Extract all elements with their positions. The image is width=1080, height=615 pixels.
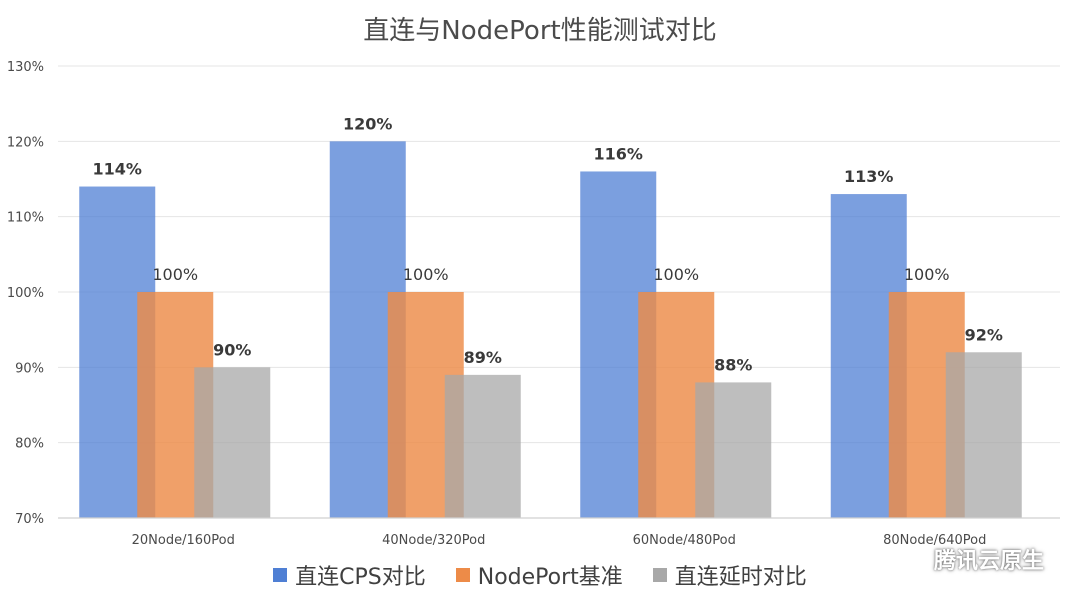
chart-title: 直连与NodePort性能测试对比 <box>363 16 717 46</box>
labels-layer: 114% 100% 90% 120% 100% 89% 116% 100% 88% 113% 100… <box>93 114 1003 374</box>
y-tick-label: 80% <box>15 437 44 452</box>
chart-legend: 直连CPS对比 NodePort基准 直连延时对比 <box>0 559 1080 591</box>
data-label-1-1: 100% <box>403 265 449 284</box>
legend-item-series-1: NodePort基准 <box>455 559 623 591</box>
legend-swatch-series-2 <box>652 568 667 582</box>
legend-label-series-1: NodePort基准 <box>477 565 623 590</box>
data-label-0-0: 114% <box>93 160 142 179</box>
wechat-icon <box>892 545 928 571</box>
bar-2-0 <box>194 367 271 518</box>
axis-layer: 70% 80% 90% 100% 110% 120% 130% 20Node/160Pod 40… <box>7 60 1060 548</box>
x-tick-label: 20Node/160Pod <box>132 533 235 548</box>
data-label-1-3: 100% <box>904 265 950 284</box>
y-tick-label: 70% <box>15 512 44 527</box>
bar-2-2 <box>695 382 772 518</box>
watermark: 腾讯云原生 <box>892 543 1044 575</box>
data-label-1-0: 100% <box>152 265 198 284</box>
data-label-2-0: 90% <box>213 340 251 359</box>
data-label-2-3: 92% <box>965 325 1003 344</box>
bar-2-1 <box>444 374 521 518</box>
y-tick-label: 130% <box>7 60 44 75</box>
data-label-1-2: 100% <box>653 265 699 284</box>
legend-swatch-series-1 <box>455 568 470 582</box>
legend-item-series-0: 直连CPS对比 <box>273 559 426 591</box>
data-label-0-1: 120% <box>343 114 392 133</box>
legend-item-series-2: 直连延时对比 <box>652 559 807 591</box>
data-label-0-3: 113% <box>844 167 893 186</box>
x-tick-label: 40Node/320Pod <box>382 533 485 548</box>
data-label-2-1: 89% <box>464 348 502 367</box>
x-tick-label: 80Node/640Pod <box>883 533 986 548</box>
data-label-2-2: 88% <box>714 355 752 374</box>
y-tick-label: 100% <box>7 286 44 301</box>
x-tick-label: 60Node/480Pod <box>633 533 736 548</box>
bar-2-3 <box>945 352 1022 518</box>
y-tick-label: 110% <box>7 211 44 226</box>
data-label-0-2: 116% <box>594 144 643 163</box>
y-tick-label: 120% <box>7 135 44 150</box>
legend-label-series-2: 直连延时对比 <box>674 565 807 590</box>
legend-swatch-series-0 <box>273 568 288 582</box>
bars-layer <box>79 141 1022 519</box>
watermark-text: 腾讯云原生 <box>933 549 1044 574</box>
y-tick-label: 90% <box>15 361 44 376</box>
legend-label-series-0: 直连CPS对比 <box>295 565 426 590</box>
